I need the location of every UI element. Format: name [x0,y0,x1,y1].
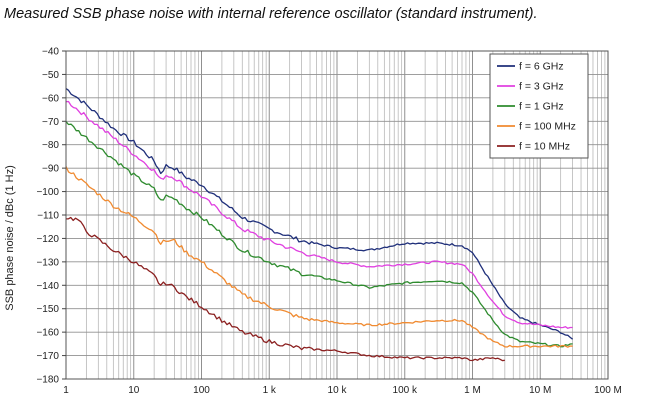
y-tick-label: −180 [36,375,59,386]
legend-label: f = 10 MHz [519,141,570,153]
x-tick-label: 1 [63,385,69,396]
x-tick-label: 100 k [393,385,418,396]
x-tick-label: 1 k [263,385,277,396]
series-line [65,121,573,348]
chart-legend: f = 6 GHz f = 3 GHz f = 1 GHz f = 100 MHz f … [489,53,589,159]
series-line [65,100,573,329]
y-tick-label: −50 [42,70,59,81]
y-tick-label: −110 [37,211,59,222]
y-tick-label: −80 [42,140,59,151]
y-tick-label: −70 [42,117,59,128]
y-tick-label: −150 [36,304,59,315]
y-tick-label: −160 [36,328,59,339]
y-tick-label: −90 [42,164,59,175]
y-tick-label: −140 [36,281,59,292]
y-tick-label: −100 [36,187,59,198]
legend-label: f = 1 GHz [519,101,564,113]
y-tick-label: −170 [36,351,59,362]
series-line [65,87,573,340]
y-axis-label: SSB phase noise / dBc (1 Hz) [4,165,16,311]
axis-ticks: 1 10 100 1 k 10 k 100 k 1 M 10 M 100 M −40 −50 −60 −… [36,47,621,397]
legend-label: f = 3 GHz [519,81,564,93]
x-tick-label: 10 M [529,385,551,396]
x-tick-label: 10 k [328,385,348,396]
x-tick-label: 100 M [594,385,622,396]
y-tick-label: −40 [42,47,59,58]
chart-title: Measured SSB phase noise with internal r… [4,6,538,22]
x-tick-label: 10 [128,385,140,396]
legend-label: f = 6 GHz [519,61,564,73]
x-tick-label: 1 M [464,385,481,396]
legend-label: f = 100 MHz [519,121,576,133]
x-tick-label: 100 [193,385,210,396]
plot-series [65,87,573,362]
y-tick-label: −120 [36,234,59,245]
series-line [65,216,505,362]
y-tick-label: −60 [42,93,59,104]
y-tick-label: −130 [36,257,59,268]
series-line [65,166,573,348]
